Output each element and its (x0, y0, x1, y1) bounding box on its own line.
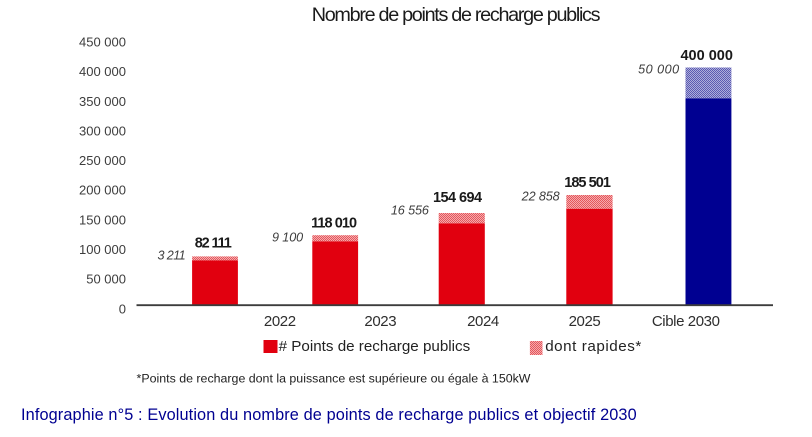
svg-text:50 000: 50 000 (638, 62, 680, 76)
svg-text:3 211: 3 211 (158, 249, 186, 263)
svg-text:82 111: 82 111 (195, 235, 232, 251)
svg-text:dont rapides*: dont rapides* (545, 338, 642, 355)
svg-text:Nombre de points de recharge p: Nombre de points de recharge publics (312, 4, 601, 26)
svg-text:22 858: 22 858 (521, 189, 560, 203)
svg-text:*Points de recharge dont la pu: *Points de recharge dont la puissance es… (137, 372, 531, 386)
svg-text:9 100: 9 100 (272, 230, 303, 244)
svg-text:350 000: 350 000 (79, 94, 126, 109)
svg-text:250 000: 250 000 (79, 153, 126, 168)
svg-text:118 010: 118 010 (311, 216, 357, 232)
svg-text:2023: 2023 (364, 313, 396, 330)
svg-text:Infographie n°5 : Evolution du: Infographie n°5 : Evolution du nombre de… (21, 406, 637, 424)
svg-text:50 000: 50 000 (86, 272, 126, 287)
svg-text:2024: 2024 (467, 313, 499, 330)
svg-text:154 694: 154 694 (433, 190, 482, 206)
svg-text:185 501: 185 501 (564, 175, 611, 191)
svg-text:150 000: 150 000 (79, 212, 126, 227)
svg-text:300 000: 300 000 (79, 123, 126, 138)
svg-text:450 000: 450 000 (79, 35, 126, 50)
svg-text:200 000: 200 000 (79, 183, 126, 198)
svg-text:Cible 2030: Cible 2030 (652, 313, 720, 330)
svg-text:2025: 2025 (569, 313, 601, 330)
svg-text:100 000: 100 000 (79, 242, 126, 257)
svg-text:2022: 2022 (264, 313, 296, 330)
svg-text:0: 0 (119, 301, 126, 316)
svg-text:400 000: 400 000 (79, 64, 126, 79)
svg-text:16 556: 16 556 (391, 203, 429, 217)
svg-text:# Points de recharge publics: # Points de recharge publics (279, 338, 471, 355)
svg-text:400 000: 400 000 (680, 48, 732, 64)
